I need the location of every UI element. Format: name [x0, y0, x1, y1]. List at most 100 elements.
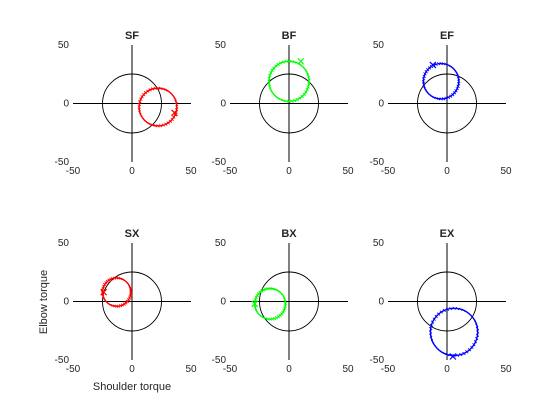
trajectory-point: [432, 95, 436, 100]
trajectory-point: [305, 87, 309, 92]
trajectory-point: [278, 61, 283, 65]
trajectory-point: [472, 342, 476, 347]
trajectory-point: [423, 72, 427, 76]
trajectory-point: [172, 95, 176, 99]
trajectory-point: [276, 96, 280, 100]
trajectory-point: [422, 84, 426, 88]
trajectory-point: [290, 99, 294, 103]
trajectory-point: [304, 68, 308, 73]
trajectory-point: [444, 96, 448, 100]
trajectory-point: [429, 336, 434, 341]
trajectory-point: [300, 94, 304, 99]
trajectory-point: [153, 86, 157, 91]
endpoint-marker: [449, 353, 457, 360]
trajectory-point: [100, 292, 105, 296]
trajectory-point: [267, 79, 271, 83]
y-tick-label: -50: [55, 157, 70, 168]
x-tick-label: -50: [223, 364, 238, 375]
x-tick-label: 50: [185, 166, 197, 177]
trajectory-point: [174, 102, 179, 107]
trajectory-point: [125, 299, 130, 304]
reference-circle: [417, 73, 477, 134]
trajectory-point: [287, 59, 291, 63]
trajectory-point: [268, 73, 272, 78]
trajectory-point: [451, 92, 455, 97]
trajectory-point: [272, 66, 276, 70]
trajectory-point: [260, 289, 264, 293]
trajectory-point: [129, 290, 133, 294]
trajectory-point: [462, 308, 466, 313]
trajectory-point: [281, 293, 285, 298]
trajectory-point: [140, 95, 144, 99]
trajectory-point: [168, 119, 173, 123]
subplot-ex: -50 0 50 -50 0 50 EX: [370, 228, 512, 375]
trajectory-point: [118, 276, 123, 281]
trajectory-point: [424, 89, 428, 93]
trajectory-point: [109, 277, 113, 281]
trajectory-point: [264, 316, 268, 321]
trajectory-point: [421, 82, 426, 86]
trajectory-point: [138, 110, 142, 115]
trajectory-point: [302, 66, 306, 70]
trajectory-point: [116, 304, 121, 308]
trajectory-point: [448, 94, 453, 98]
subplot-title: BF: [282, 30, 297, 42]
trajectory-point: [282, 308, 286, 312]
trajectory-point: [276, 315, 281, 319]
trajectory-point: [428, 330, 433, 334]
panel-grid: -50 0 50 -50 0 50 SF -50 0 50 -50 0 50 BF -50 0 50 -50 0 50…: [55, 30, 512, 375]
trajectory-point: [456, 84, 460, 88]
trajectory-point: [256, 292, 261, 296]
trajectory-point: [429, 323, 434, 327]
trajectory-point: [441, 62, 446, 66]
trajectory-point: [148, 88, 152, 92]
trajectory-point: [264, 287, 268, 291]
reference-circle: [259, 73, 319, 134]
trajectory-point: [267, 76, 271, 81]
y-tick-label: -50: [370, 157, 385, 168]
trajectory-point: [432, 317, 436, 321]
y-tick-label: -50: [55, 355, 70, 366]
trajectory-point: [122, 302, 126, 306]
trajectory-point: [295, 97, 300, 102]
trajectory-point: [105, 279, 110, 284]
y-tick-label: -50: [212, 157, 227, 168]
trajectory-point: [174, 108, 179, 112]
trajectory-point: [445, 352, 450, 357]
trajectory-point: [164, 88, 168, 92]
trajectory-point: [465, 310, 469, 314]
trajectory-point: [283, 306, 287, 310]
trajectory-point: [266, 286, 270, 291]
trajectory-point: [436, 312, 441, 316]
subplot-ef: -50 0 50 -50 0 50 EF: [370, 30, 512, 177]
trajectory-point: [258, 290, 262, 294]
trajectory-point: [139, 97, 143, 101]
subplot-sx: -50 0 50 -50 0 50 SX: [55, 228, 197, 375]
trajectory-point: [465, 350, 469, 354]
trajectory-point: [455, 86, 459, 91]
trajectory-point: [462, 351, 466, 356]
subplot-title: EF: [440, 30, 454, 42]
trajectory-point: [270, 286, 274, 291]
trajectory-point: [287, 99, 291, 104]
trajectory-point: [268, 85, 272, 89]
trajectory-point: [442, 308, 446, 313]
trajectory-point: [100, 288, 105, 292]
trajectory-point: [449, 353, 453, 357]
x-tick-label: 50: [500, 364, 512, 375]
trajectory-point: [441, 97, 446, 101]
x-tick-label: 50: [185, 364, 197, 375]
trajectory-point: [290, 59, 294, 64]
trajectory-point: [127, 284, 132, 288]
trajectory-point: [423, 86, 427, 91]
y-tick-label: 0: [220, 297, 226, 308]
trajectory-point: [421, 77, 426, 81]
trajectory-point: [255, 293, 259, 298]
trajectory-point: [298, 96, 302, 100]
trajectory-point: [139, 113, 143, 117]
trajectory-point: [172, 115, 176, 119]
trajectory-point: [137, 105, 141, 109]
trajectory-point: [146, 89, 150, 93]
trajectory-point: [128, 286, 132, 290]
trajectory-point: [254, 308, 258, 312]
